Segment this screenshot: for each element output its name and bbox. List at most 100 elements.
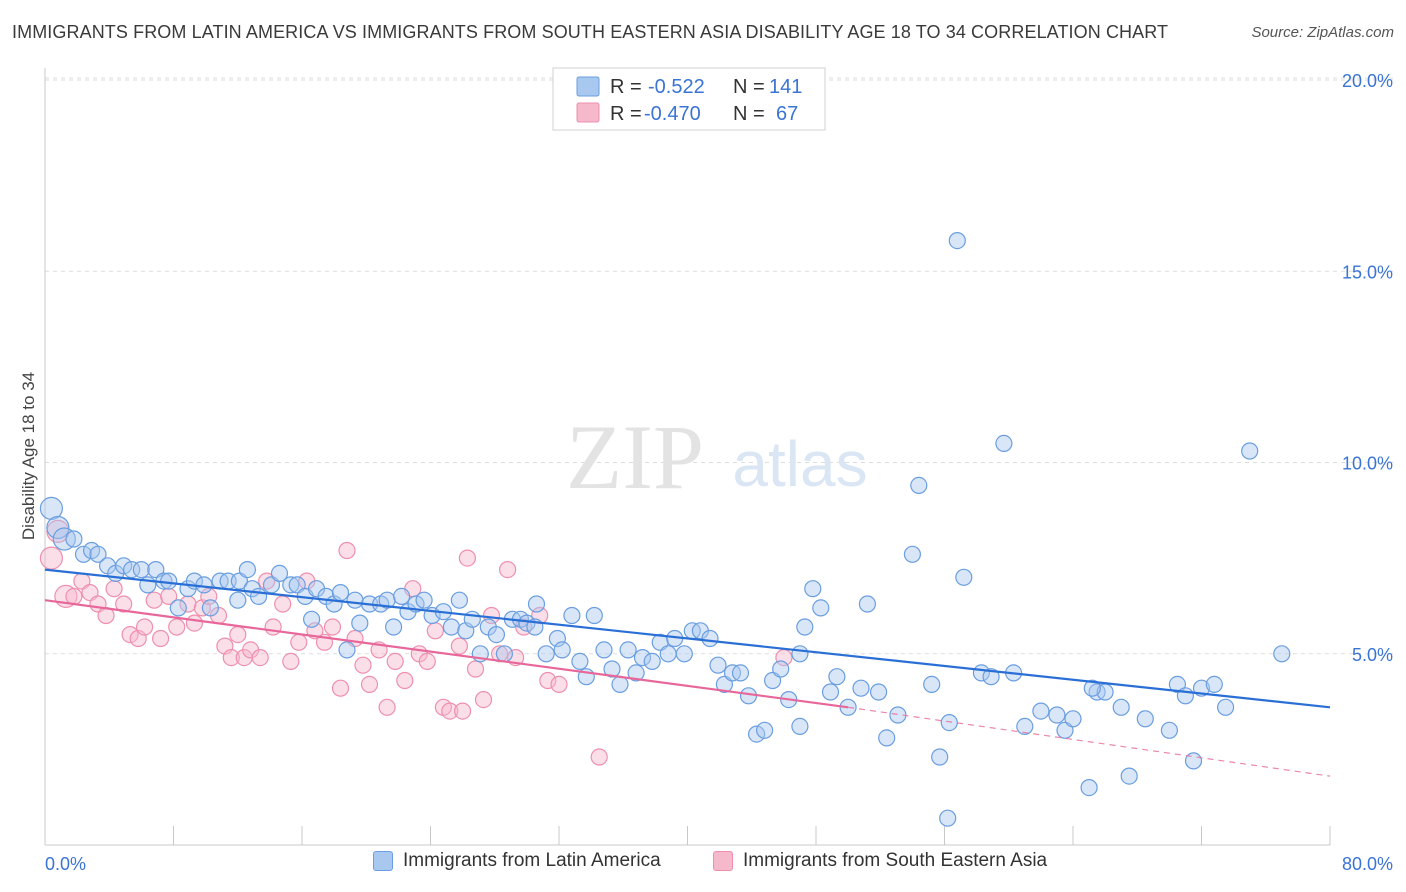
latam-point <box>931 748 949 766</box>
latam-point <box>1016 717 1034 736</box>
latam-point <box>303 610 321 628</box>
latam-point <box>869 683 888 701</box>
legend-n-label-1: N = <box>733 76 765 98</box>
y-tick-label: 10.0% <box>1342 454 1393 474</box>
latam-point <box>229 591 247 609</box>
latam-point <box>74 545 93 563</box>
latam-point <box>995 434 1013 452</box>
legend-item-south-eastern-asia[interactable]: Immigrants from South Eastern Asia <box>713 850 1047 872</box>
sea-point <box>331 679 350 697</box>
latam-point <box>619 641 637 659</box>
latam-point <box>828 668 846 686</box>
series-latin-america <box>39 232 1291 827</box>
latam-point <box>812 599 830 617</box>
latam-point <box>563 606 581 625</box>
sea-point <box>39 546 64 570</box>
latam-point <box>659 645 677 663</box>
chart-title: IMMIGRANTS FROM LATIN AMERICA VS IMMIGRA… <box>12 22 1169 42</box>
sea-point <box>145 591 163 609</box>
legend-label-south-eastern-asia: Immigrants from South Eastern Asia <box>743 850 1048 871</box>
correlation-legend: R = -0.522 N = 141 R = -0.470 N = 67 <box>552 67 826 131</box>
legend-item-latin-america[interactable]: Immigrants from Latin America <box>373 850 661 872</box>
legend-swatch-south-eastern-asia <box>713 851 733 871</box>
latam-point <box>878 729 896 747</box>
sea-point <box>454 702 472 720</box>
legend-swatch-blue <box>576 76 600 97</box>
latam-point <box>270 564 289 583</box>
sea-point <box>282 652 300 671</box>
legend-r-value-1: -0.522 <box>648 76 705 98</box>
latam-point <box>701 629 719 648</box>
latam-point <box>195 576 213 594</box>
latam-point <box>132 560 150 579</box>
legend-r-label-1: R = <box>610 76 642 98</box>
latam-point <box>1032 702 1050 720</box>
latam-point <box>65 530 83 548</box>
y-tick-label: 5.0% <box>1352 645 1393 665</box>
legend-r-value-2: -0.470 <box>644 103 701 125</box>
latam-point <box>755 721 774 739</box>
latam-point <box>123 560 141 579</box>
latam-point <box>675 645 693 663</box>
latam-point <box>858 595 877 613</box>
latam-point <box>89 545 107 563</box>
sea-point <box>426 622 444 640</box>
trend-line-latin-america <box>44 568 1331 709</box>
latam-point <box>611 675 629 694</box>
sea-point <box>550 675 568 694</box>
sea-point <box>396 671 414 690</box>
latam-point <box>633 648 652 667</box>
y-tick-label: 15.0% <box>1342 262 1393 282</box>
sea-point <box>168 618 186 636</box>
latam-point <box>903 545 922 563</box>
watermark-atlas: atlas <box>732 428 867 500</box>
latam-point <box>115 557 133 575</box>
latam-point <box>791 645 809 663</box>
latam-point <box>1160 721 1179 739</box>
latam-point <box>747 725 766 743</box>
latam-point <box>1216 698 1235 716</box>
latam-point <box>791 717 809 736</box>
latam-point <box>731 664 750 682</box>
latam-point <box>338 641 356 659</box>
sea-point <box>474 690 493 709</box>
latam-point <box>709 656 727 674</box>
trend-extension-south-eastern-asia <box>848 706 1331 777</box>
latam-point <box>201 599 219 617</box>
latam-point <box>910 476 928 494</box>
sea-point <box>160 587 178 606</box>
latam-point <box>603 660 621 678</box>
latam-point <box>39 496 64 520</box>
latam-point <box>1241 442 1259 460</box>
sea-point <box>450 637 468 655</box>
watermark: ZIP atlas <box>566 406 868 508</box>
latam-point <box>495 645 513 663</box>
latam-point <box>1080 778 1098 797</box>
source-label: Source: ZipAtlas.com <box>1251 24 1394 41</box>
sea-point <box>185 614 203 632</box>
latam-point <box>821 683 840 701</box>
latam-point <box>939 809 957 827</box>
y-tick-labels: 5.0% 10.0% 15.0% 20.0% <box>1342 71 1393 665</box>
sea-point <box>441 702 459 720</box>
latam-point <box>1273 645 1291 663</box>
latam-point <box>487 625 505 644</box>
latam-point <box>571 652 589 671</box>
latam-point <box>282 576 300 594</box>
y-tick-label: 20.0% <box>1342 71 1393 91</box>
latam-point <box>982 668 1000 686</box>
sea-point <box>222 648 240 667</box>
latam-point <box>1120 767 1138 785</box>
sea-point <box>115 595 133 613</box>
latam-point <box>1064 710 1082 728</box>
latam-point <box>553 641 571 659</box>
legend-n-label-2: N = <box>733 103 765 125</box>
y-axis-label: Disability Age 18 to 34 <box>19 372 38 540</box>
latam-point <box>627 664 645 682</box>
legend-n-value-2: 67 <box>776 103 798 125</box>
sea-point <box>136 618 154 636</box>
latam-point <box>852 679 870 697</box>
sea-point <box>360 675 379 694</box>
latam-point <box>1205 675 1223 694</box>
